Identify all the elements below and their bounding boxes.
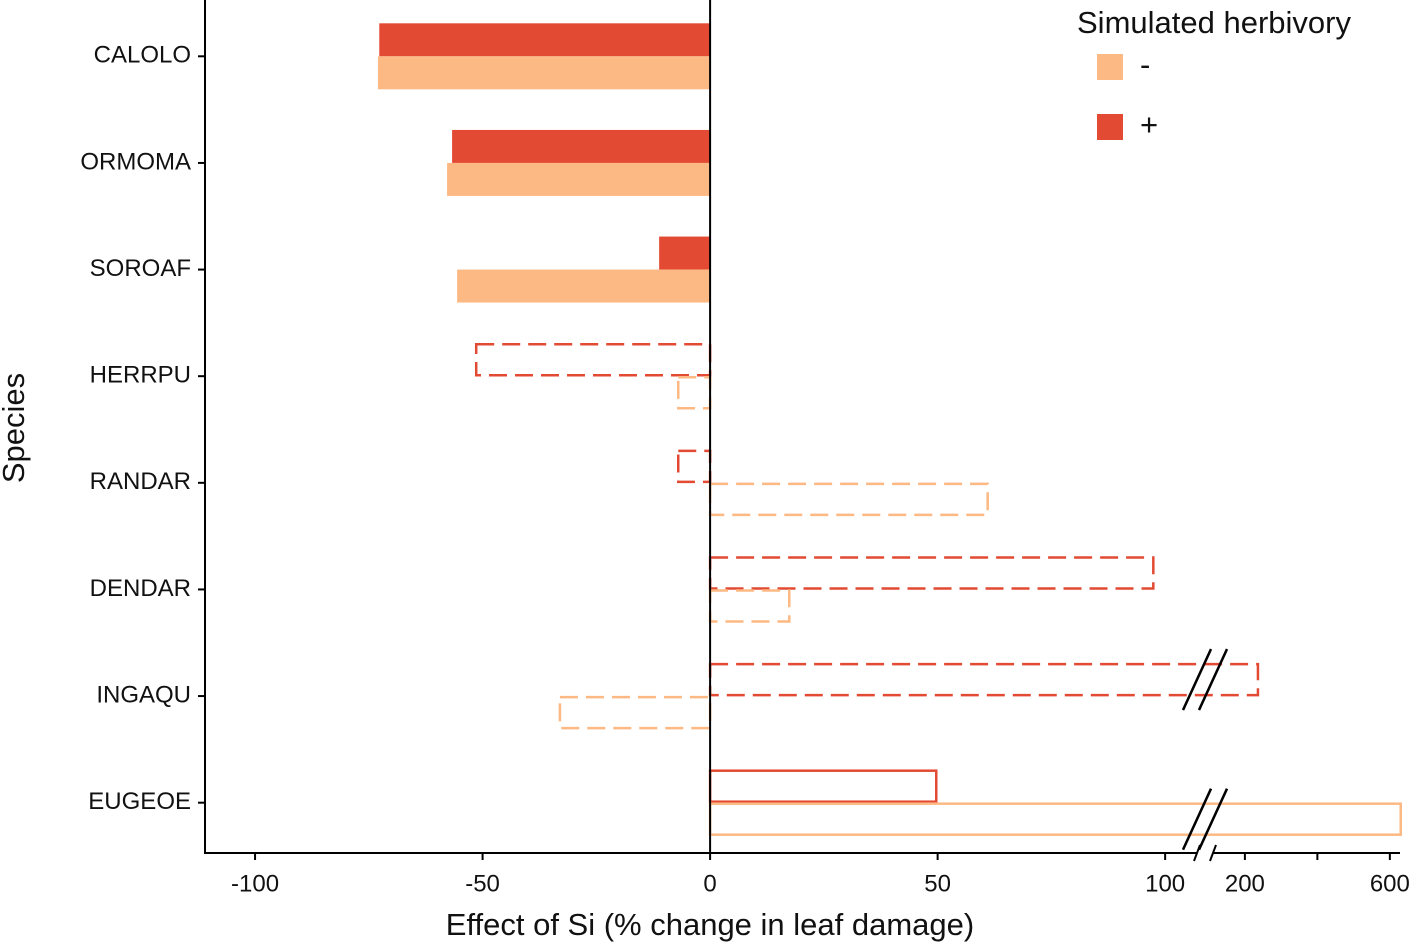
bar [708, 482, 989, 517]
y-tick-label: EUGEOE [88, 788, 191, 815]
axis-break [1193, 844, 1201, 862]
legend-key [1097, 114, 1123, 140]
bar [676, 375, 712, 410]
legend-label: - [1140, 47, 1150, 82]
x2-tick-label: 600 [1370, 870, 1410, 897]
break-mark [1181, 648, 1213, 711]
bar [457, 269, 711, 303]
bar [708, 589, 791, 623]
legend-title: Simulated herbivory [1077, 5, 1351, 40]
x-tick-label: 50 [924, 870, 951, 897]
x-tick-label: -50 [465, 870, 500, 897]
bar [708, 662, 1260, 697]
bar [558, 695, 712, 730]
y-tick-label: ORMOMA [80, 148, 191, 175]
bar [474, 342, 712, 377]
bar [379, 23, 711, 57]
x-axis-title: Effect of Si (% change in leaf damage) [446, 907, 974, 942]
break-mark [1197, 648, 1229, 711]
legend-label: + [1140, 107, 1158, 142]
bar [708, 769, 938, 803]
x2-tick-label: 200 [1225, 870, 1265, 897]
break-mark [1197, 788, 1229, 851]
bar [676, 449, 712, 484]
y-tick-label: CALOLO [94, 42, 191, 69]
y-tick-label: RANDAR [90, 468, 191, 495]
x-tick-label: -100 [231, 870, 279, 897]
bar [708, 802, 1402, 836]
y-tick-label: SOROAF [90, 255, 191, 282]
x-tick-label: 0 [703, 870, 716, 897]
bar [377, 56, 711, 90]
y-tick-label: INGAQU [96, 681, 191, 708]
bar [447, 162, 711, 196]
y-tick-label: HERRPU [90, 362, 191, 389]
y-tick-label: DENDAR [90, 575, 191, 602]
break-mark [1181, 788, 1213, 851]
axis-break [1209, 844, 1217, 862]
legend-key [1097, 54, 1123, 80]
y-axis-title: Species [0, 373, 31, 483]
bar [452, 129, 711, 163]
x-tick-label: 100 [1145, 870, 1185, 897]
bar [659, 236, 711, 270]
bar [708, 556, 1155, 590]
